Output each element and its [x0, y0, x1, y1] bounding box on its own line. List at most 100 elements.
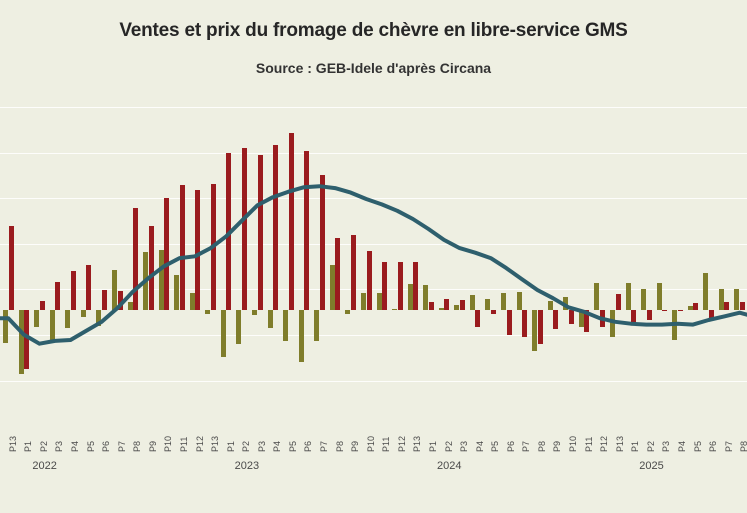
- bar-red: [615, 293, 621, 310]
- chart-title: Ventes et prix du fromage de chèvre en l…: [119, 20, 628, 41]
- year-label: 2024: [436, 460, 462, 472]
- bar-olive: [252, 310, 257, 315]
- chart-subtitle: Source : GEB-Idele d'après Circana: [255, 60, 492, 76]
- bar-red: [382, 261, 388, 310]
- bar-red: [740, 301, 746, 310]
- bar-olive: [283, 310, 289, 341]
- bar-olive: [127, 301, 133, 310]
- x-tick-label: P11: [381, 436, 392, 452]
- bar-olive: [454, 305, 460, 310]
- x-tick-label: P3: [256, 440, 267, 452]
- bar-olive: [34, 310, 40, 328]
- bar-red: [304, 150, 310, 310]
- x-tick-label: P11: [583, 436, 594, 452]
- x-tick-label: P13: [7, 435, 18, 452]
- bar-olive: [438, 308, 444, 310]
- year-label: 2025: [639, 460, 664, 472]
- gridline: [0, 335, 747, 336]
- bar-olive: [703, 272, 709, 310]
- x-tick-label: P2: [443, 440, 454, 452]
- bar-red: [164, 198, 170, 310]
- x-tick-label: P13: [412, 435, 423, 452]
- bar-olive: [594, 282, 600, 310]
- bar-red: [8, 226, 14, 310]
- bar-olive: [625, 282, 631, 310]
- bar-olive: [469, 295, 475, 310]
- x-tick-label: P4: [676, 440, 687, 452]
- bar-olive: [236, 310, 242, 344]
- x-tick-label: P10: [163, 435, 174, 452]
- x-tick-label: P6: [505, 440, 516, 452]
- bar-red: [646, 310, 652, 320]
- bar-olive: [578, 310, 584, 328]
- x-tick-label: P13: [614, 435, 625, 452]
- gridline: [0, 153, 747, 154]
- bar-olive: [718, 289, 724, 310]
- bar-red: [537, 310, 543, 344]
- bar-red: [506, 310, 512, 335]
- bar-olive: [111, 269, 117, 310]
- x-tick-label: P5: [692, 440, 703, 452]
- bar-olive: [656, 282, 662, 310]
- x-tick-label: P13: [210, 435, 221, 452]
- bar-olive: [174, 275, 180, 310]
- bar-olive: [609, 310, 615, 338]
- bar-olive: [532, 310, 538, 351]
- gridline: [0, 381, 747, 382]
- x-tick-label: P3: [459, 440, 470, 452]
- bar-olive: [314, 310, 320, 341]
- x-tick-label: P2: [241, 440, 252, 452]
- bar-red: [724, 301, 730, 310]
- bar-olive: [376, 292, 382, 310]
- x-tick-label: P1: [225, 440, 236, 452]
- bar-olive: [516, 291, 522, 310]
- bar-red: [708, 310, 714, 320]
- bar-olive: [49, 310, 55, 341]
- x-tick-label: P3: [54, 440, 65, 452]
- bar-red: [257, 155, 263, 310]
- bar-red: [117, 290, 123, 310]
- bar-olive: [80, 310, 86, 318]
- x-tick-label: P1: [23, 440, 34, 452]
- trend-line: [0, 184, 747, 346]
- bar-red: [24, 310, 30, 370]
- x-tick-label: P8: [536, 440, 547, 452]
- x-tick-label: P9: [147, 440, 158, 452]
- bar-red: [693, 302, 699, 310]
- x-tick-label: P12: [599, 435, 610, 452]
- x-tick-label: P5: [490, 440, 501, 452]
- bar-red: [195, 189, 201, 310]
- bar-red: [459, 299, 465, 310]
- bar-olive: [220, 310, 226, 358]
- gridline: [0, 107, 747, 108]
- year-label: 2023: [234, 460, 260, 472]
- x-tick-label: P2: [38, 440, 49, 452]
- x-tick-label: P4: [272, 440, 283, 452]
- x-tick-label: P1: [427, 440, 438, 452]
- x-tick-label: P6: [708, 440, 719, 452]
- bar-olive: [329, 265, 335, 310]
- gridline: [0, 244, 747, 245]
- x-tick-label: P5: [287, 440, 298, 452]
- x-tick-label: P6: [101, 440, 112, 452]
- bar-red: [101, 289, 107, 310]
- x-tick-label: P4: [474, 440, 485, 452]
- bar-red: [475, 310, 481, 328]
- bar-red: [288, 132, 294, 310]
- bar-red: [350, 235, 356, 310]
- bar-red: [553, 310, 559, 330]
- trend-line-path: [0, 184, 747, 346]
- bar-olive: [501, 292, 506, 310]
- x-tick-label: P7: [319, 440, 330, 452]
- bar-olive: [547, 300, 553, 310]
- bar-olive: [18, 310, 24, 374]
- x-tick-label: P1: [630, 440, 641, 452]
- bar-olive: [267, 310, 273, 329]
- bar-olive: [189, 292, 195, 310]
- bar-red: [55, 281, 61, 310]
- bar-olive: [734, 289, 740, 310]
- bar-red: [397, 261, 403, 310]
- bar-red: [242, 148, 248, 310]
- bar-olive: [423, 285, 429, 310]
- x-tick-label: P12: [396, 435, 407, 452]
